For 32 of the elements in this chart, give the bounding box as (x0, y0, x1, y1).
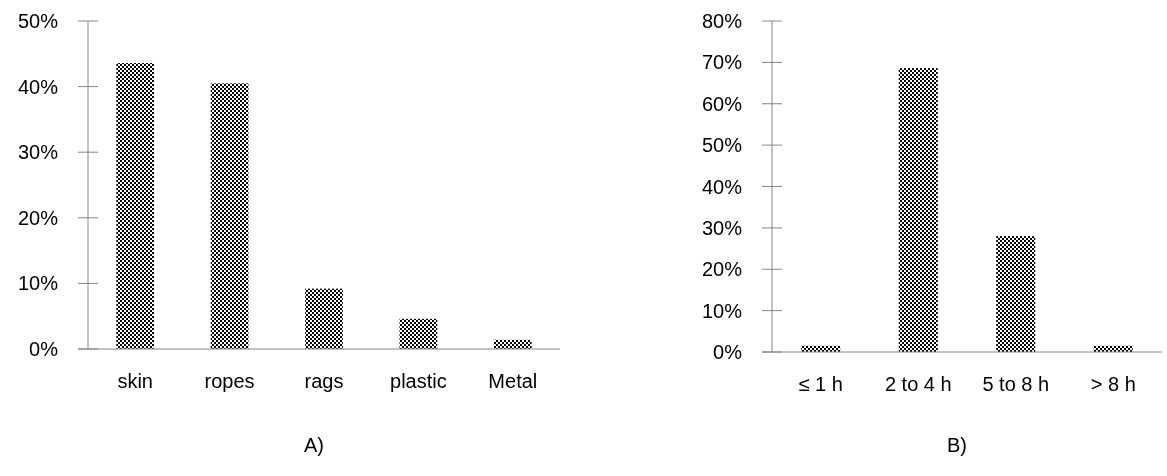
y-tick-label: 0% (713, 341, 743, 363)
y-tick-label: 50% (17, 10, 59, 32)
y-tick-label: 20% (701, 258, 743, 281)
x-axis-title: B) (947, 434, 967, 456)
x-tick-label: Metal (488, 370, 538, 392)
x-axis-title: A) (304, 434, 324, 456)
bar (305, 288, 343, 349)
x-tick-label: 5 to 8 h (982, 373, 1050, 395)
x-tick-label: skin (117, 370, 153, 392)
y-tick-label: 60% (701, 92, 743, 115)
y-tick-label: 30% (701, 216, 743, 239)
x-tick-label: rags (304, 370, 344, 392)
x-tick-label: ropes (204, 370, 255, 392)
bar (898, 68, 938, 352)
y-tick-label: 50% (701, 134, 743, 157)
y-tick-label: 10% (17, 272, 59, 295)
x-tick-label: 2 to 4 h (884, 373, 952, 395)
y-tick-label: 20% (17, 206, 59, 229)
x-tick-label: plastic (390, 370, 447, 392)
bar (116, 62, 155, 349)
y-tick-label: 10% (701, 299, 743, 322)
bar (399, 318, 438, 349)
bar (210, 83, 249, 349)
x-tick-label: > 8 h (1090, 373, 1136, 395)
y-tick-label: 0% (29, 338, 59, 360)
y-tick-label: 40% (17, 75, 59, 98)
y-tick-label: 80% (701, 10, 743, 32)
x-tick-label: ≤ 1 h (798, 373, 843, 395)
bar (996, 236, 1036, 352)
y-tick-label: 70% (701, 51, 743, 74)
y-tick-label: 40% (701, 175, 743, 198)
y-tick-label: 30% (17, 141, 59, 164)
